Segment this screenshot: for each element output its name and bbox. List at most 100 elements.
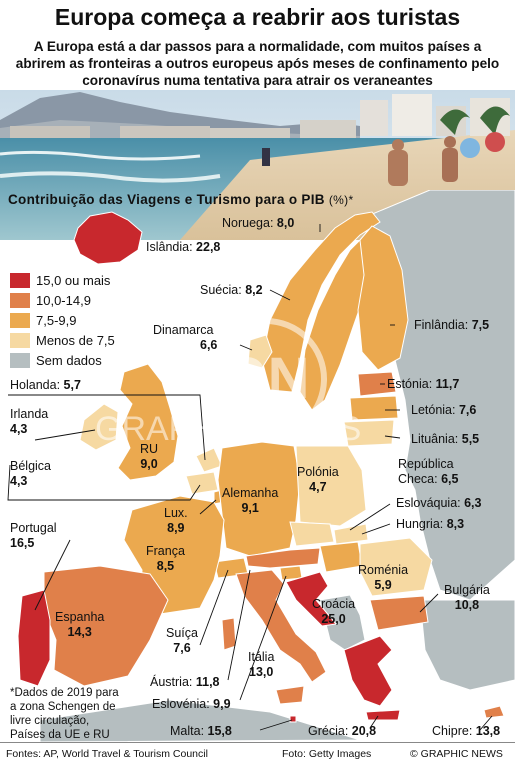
spain-shape [43, 565, 169, 687]
country-value: 8,0 [276, 216, 295, 230]
legend-item-7-10: 7,5-9,9 [10, 310, 115, 330]
country-name: Islândia [146, 240, 190, 254]
label-malta: Malta: 15,8 [170, 724, 232, 738]
country-value: 5,9 [374, 578, 392, 592]
label-finlandia: Finlândia: 7,5 [414, 318, 490, 332]
country-value: 20,8 [351, 724, 377, 738]
country-name: Letónia [411, 403, 453, 417]
label-ru: RU 9,0 [140, 442, 158, 472]
country-name: Roménia [358, 563, 409, 577]
label-espanha: Espanha 14,3 [55, 610, 104, 640]
germany-shape [217, 441, 301, 557]
label-grecia: Grécia: 20,8 [308, 724, 377, 738]
country-value: 6,5 [441, 472, 459, 486]
country-name: Lituânia [411, 432, 455, 446]
country-name: França [146, 544, 185, 558]
legend-label: Sem dados [36, 352, 102, 368]
country-value: 11,7 [435, 377, 460, 391]
country-value: 9,0 [140, 457, 158, 471]
country-value: 22,8 [196, 240, 221, 254]
label-belgica: Bélgica 4,3 [10, 459, 51, 489]
country-value: 7,6 [173, 641, 191, 655]
label-dinamarca: Dinamarca 6,6 [153, 323, 217, 353]
label-rep-checa: República Checa: 6,5 [398, 457, 459, 486]
subtitle: A Europa está a dar passos para a normal… [15, 39, 500, 88]
country-name: Itália [248, 650, 275, 664]
label-letonia: Letónia: 7,6 [411, 403, 477, 417]
country-name: Checa [398, 472, 435, 486]
country-value: 8,2 [245, 283, 263, 297]
footnote: *Dados de 2019 para a zona Schengen de l… [10, 686, 119, 742]
label-portugal: Portugal 16,5 [10, 521, 57, 551]
country-value: 9,9 [213, 697, 231, 711]
greece-shape [343, 635, 393, 707]
label-islandia: Islândia: 22,8 [146, 240, 221, 254]
turkey-region [419, 599, 515, 691]
legend-label: Menos de 7,5 [36, 332, 115, 348]
country-value: 14,3 [67, 625, 92, 639]
country-value: 13,8 [475, 724, 501, 738]
label-suica: Suíça 7,6 [166, 626, 198, 656]
country-name: Noruega [222, 216, 270, 230]
country-value: 8,5 [156, 559, 175, 573]
country-value: 6,6 [200, 338, 218, 352]
legend-swatch [10, 272, 30, 288]
belgium-shape [185, 471, 219, 495]
footer-sources: Fontes: AP, World Travel & Tourism Counc… [6, 748, 208, 760]
country-name: Holanda [10, 378, 57, 392]
label-estonia: Estónia: 11,7 [387, 377, 460, 391]
country-value: 4,3 [10, 422, 28, 436]
croatia-shape [285, 571, 337, 627]
country-value: 15,8 [207, 724, 232, 738]
country-value: 4,7 [309, 480, 327, 494]
iceland-shape [73, 211, 143, 265]
watermark-text: GRAPHIC NEWS [95, 410, 362, 448]
country-value: 10,8 [454, 598, 480, 612]
country-name: Lux. [164, 506, 188, 520]
country-name: Irlanda [10, 407, 49, 421]
ireland-shape [79, 403, 119, 451]
country-value: 4,3 [10, 474, 28, 488]
label-eslovenia: Eslovénia: 9,9 [152, 697, 231, 711]
country-name: Grécia [308, 724, 345, 738]
label-alemanha: Alemanha 9,1 [222, 486, 278, 516]
country-name: Áustria [150, 675, 189, 689]
legend-label: 15,0 ou mais [36, 272, 111, 288]
balkans-nodata [319, 594, 366, 651]
estonia-shape [357, 371, 397, 397]
footer-copyright: © GRAPHIC NEWS [410, 748, 503, 760]
europe-map [7, 190, 515, 742]
country-name: Suécia [200, 283, 239, 297]
country-name: Dinamarca [153, 323, 214, 337]
label-italia: Itália 13,0 [248, 650, 274, 680]
north-africa [39, 699, 361, 742]
country-name: Chipre [432, 724, 469, 738]
country-value: 16,5 [10, 536, 35, 550]
country-value: 9,1 [241, 501, 259, 515]
finland-shape [357, 225, 409, 371]
label-polonia: Polónia 4,7 [297, 465, 339, 495]
legend-item-high: 15,0 ou mais [10, 270, 115, 290]
country-name: Eslovénia [152, 697, 207, 711]
country-value: 8,9 [167, 521, 185, 535]
country-value: 25,0 [321, 612, 346, 626]
label-croacia: Croácia 25,0 [312, 597, 355, 627]
czech-shape [289, 521, 335, 547]
latvia-shape [349, 395, 399, 421]
bulgaria-shape [369, 595, 429, 631]
sicily-shape [275, 685, 305, 705]
country-name: República [398, 457, 454, 471]
austria-shape [245, 547, 321, 569]
label-suecia: Suécia: 8,2 [200, 283, 263, 297]
country-name: Alemanha [222, 486, 279, 500]
country-name: RU [140, 442, 159, 456]
label-austria: Áustria: 11,8 [150, 675, 220, 689]
legend-label: 10,0-14,9 [36, 292, 91, 308]
malta-shape [289, 715, 297, 723]
label-irlanda: Irlanda 4,3 [10, 407, 48, 437]
country-value: 7,6 [458, 403, 477, 417]
country-name: Croácia [312, 597, 356, 611]
hungary-shape [319, 541, 363, 573]
country-name: Estónia [387, 377, 429, 391]
legend-item-nodata: Sem dados [10, 350, 115, 370]
